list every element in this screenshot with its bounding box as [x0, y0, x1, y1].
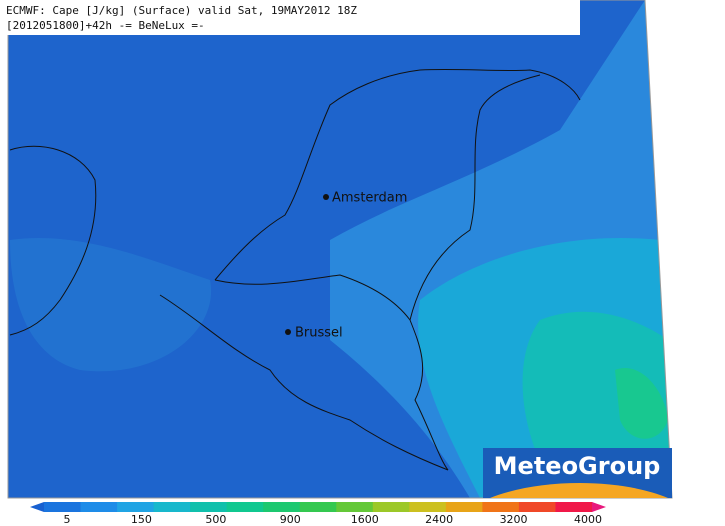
colorbar-swatch	[117, 502, 155, 512]
colorbar-tick-label: 900	[280, 513, 301, 526]
header-line: ECMWF: Cape [J/kg] (Surface) valid Sat, …	[6, 4, 357, 17]
city-marker	[323, 194, 329, 200]
coastline	[214, 68, 581, 281]
colorbar-arrow	[592, 502, 606, 512]
colorbar-swatch	[445, 502, 483, 512]
colorbar-swatch	[555, 502, 593, 512]
border	[159, 294, 449, 471]
logo: MeteoGroup	[483, 448, 672, 498]
logo-arc	[490, 483, 668, 498]
header-box	[0, 0, 580, 35]
cape-region	[615, 368, 668, 439]
colorbar-swatch	[226, 502, 264, 512]
colorbar-swatch	[372, 502, 410, 512]
city-label: Amsterdam	[332, 191, 407, 206]
colorbar-swatch	[80, 502, 118, 512]
city-label: Brussel	[295, 326, 343, 341]
coastline	[9, 145, 97, 336]
colorbar-tick-label: 1600	[351, 513, 379, 526]
colorbar-swatch	[299, 502, 337, 512]
colorbar-swatch	[190, 502, 228, 512]
colorbar-tick-label: 500	[205, 513, 226, 526]
colorbar-swatch	[153, 502, 191, 512]
logo-text: MeteoGroup	[494, 452, 661, 480]
colorbar-tick-label: 3200	[500, 513, 528, 526]
colorbar-swatch	[518, 502, 556, 512]
colorbar-swatch	[44, 502, 82, 512]
city-marker	[285, 329, 291, 335]
colorbar-swatch	[482, 502, 520, 512]
border	[409, 74, 541, 321]
colorbar: 5 150 500 900 1600 2400 3200 4000	[30, 502, 606, 526]
colorbar-swatch	[336, 502, 374, 512]
colorbar-swatch	[409, 502, 447, 512]
colorbar-tick-label: 5	[64, 513, 71, 526]
colorbar-arrow	[30, 502, 44, 512]
colorbar-swatch	[263, 502, 301, 512]
border	[214, 274, 449, 471]
colorbar-tick-label: 150	[131, 513, 152, 526]
cape-region	[10, 238, 212, 372]
header-line: [2012051800]+42h -= BeNeLux =-	[6, 19, 205, 32]
colorbar-tick-label: 4000	[574, 513, 602, 526]
colorbar-tick-label: 2400	[425, 513, 453, 526]
